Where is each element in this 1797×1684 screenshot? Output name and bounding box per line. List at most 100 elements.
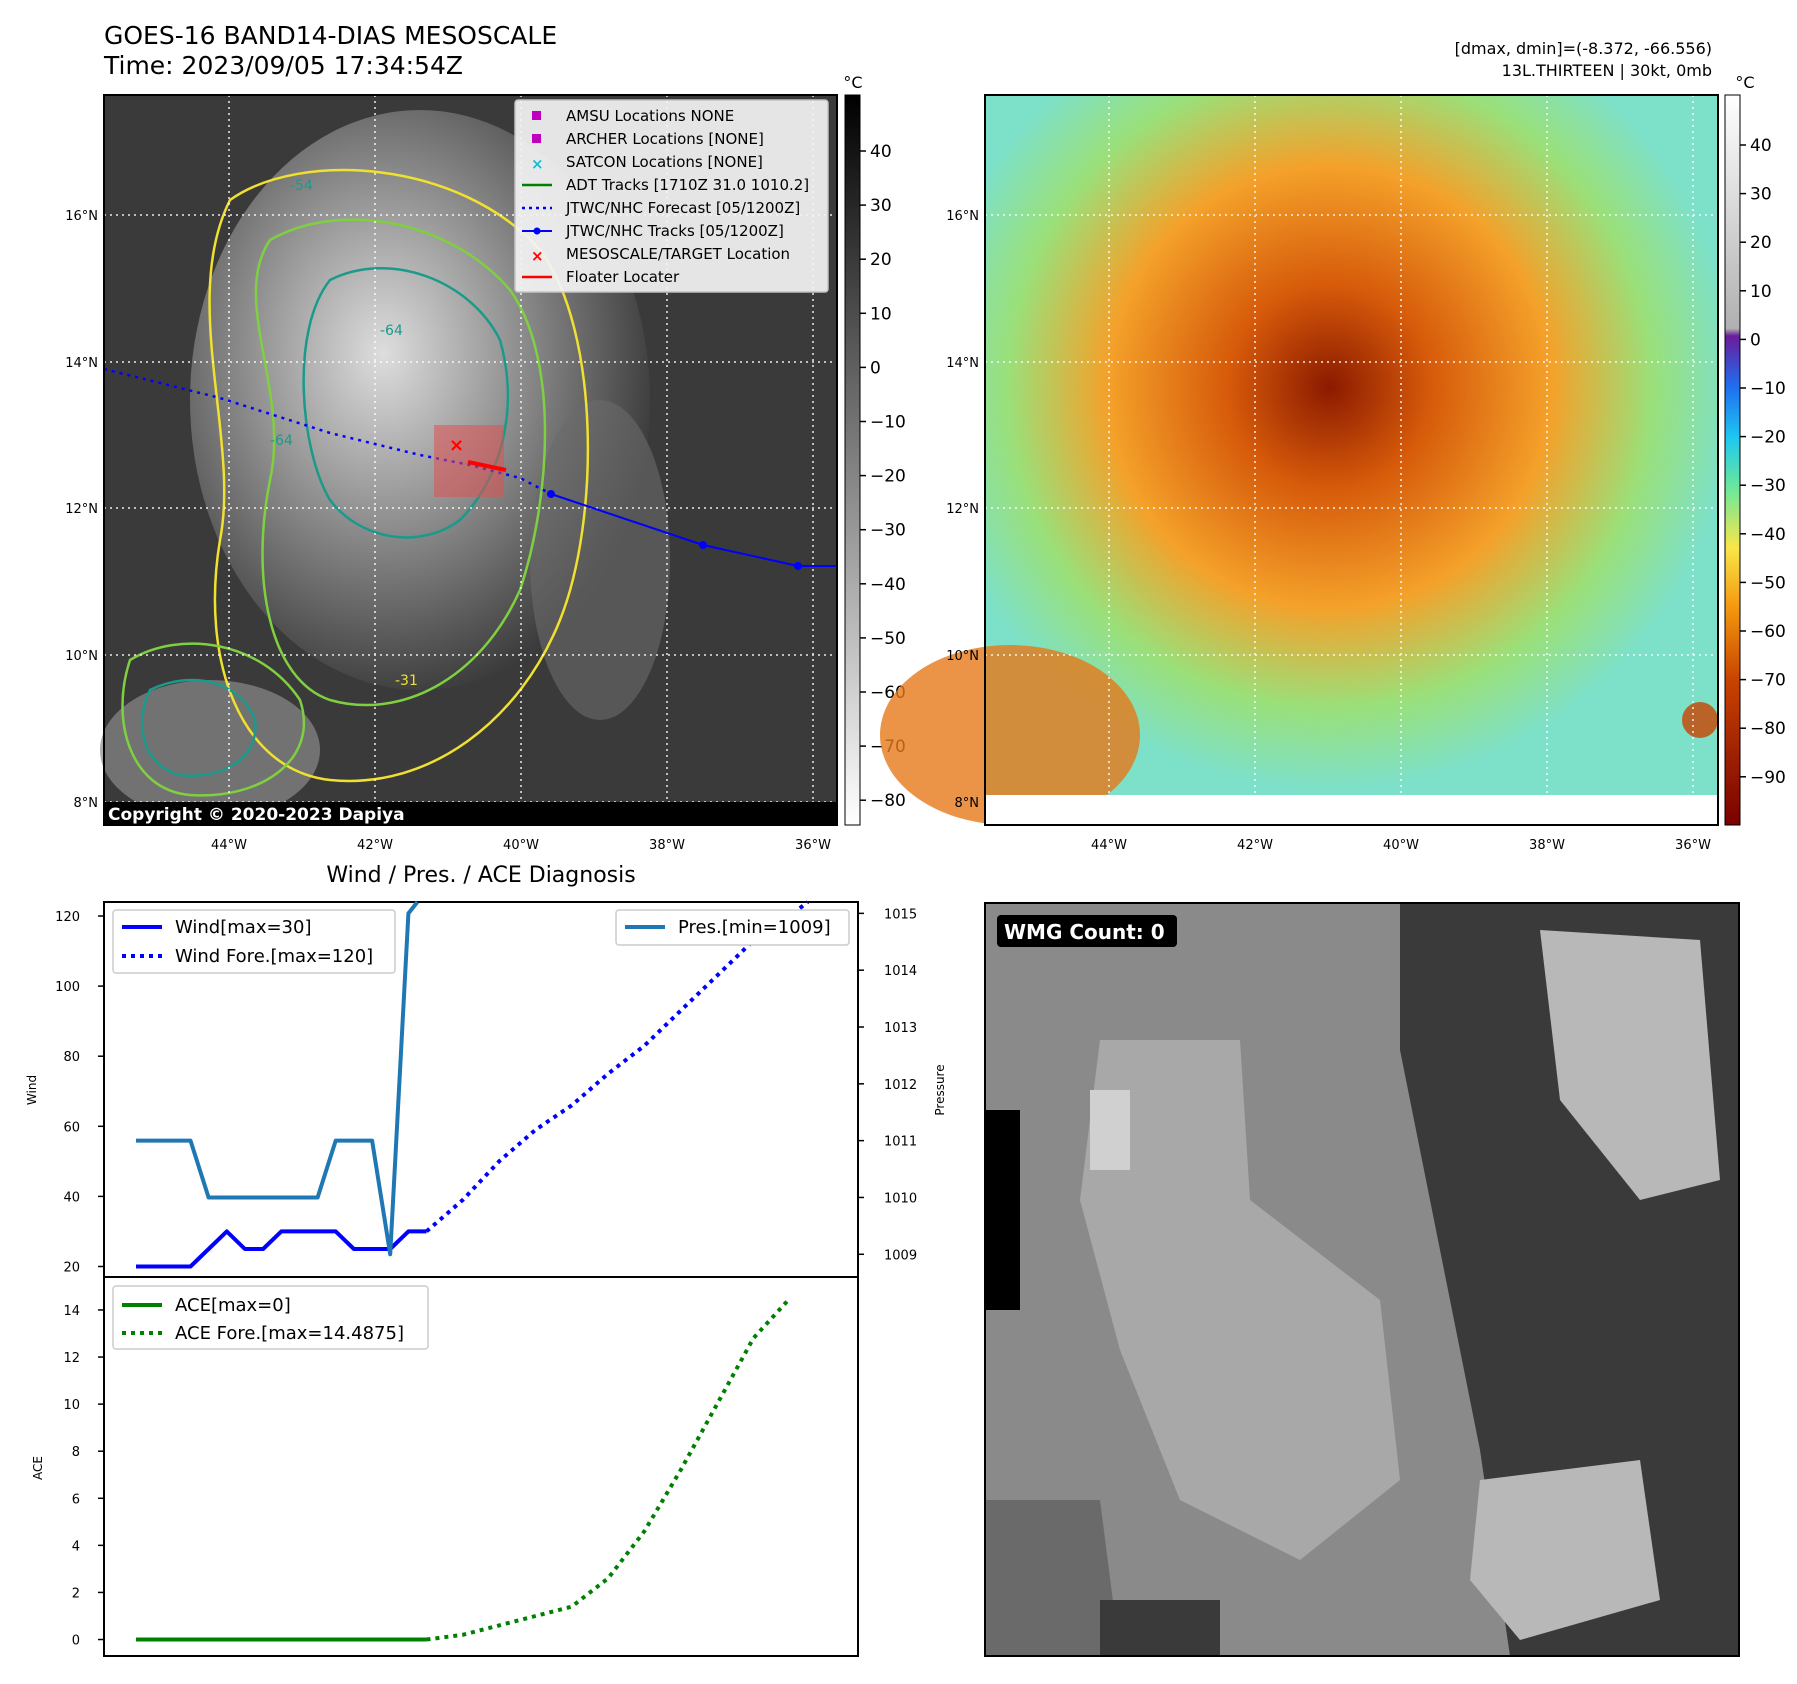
target-marker: × — [449, 435, 464, 456]
lat-label: 8°N — [74, 796, 99, 811]
legend-tracks: JTWC/NHC Tracks [05/1200Z] — [565, 222, 784, 240]
gray-colorbar-tick-label: −50 — [870, 629, 906, 649]
gray-colorbar-tick-label: 10 — [870, 304, 892, 324]
lat-label: 14°N — [946, 356, 979, 371]
contour-label-4: -31 — [395, 673, 418, 689]
legend-adt: ADT Tracks [1710Z 31.0 1010.2] — [566, 176, 809, 194]
lon-label: 36°W — [795, 838, 831, 853]
lon-label: 44°W — [1091, 838, 1127, 853]
gray-map-lon-labels: 44°W 42°W 40°W 38°W 36°W — [211, 838, 831, 853]
lon-label: 44°W — [211, 838, 247, 853]
legend-wind: Wind[max=30] — [175, 917, 312, 938]
best-track — [550, 493, 837, 567]
wind-legend: Wind[max=30] Wind Fore.[max=120] — [112, 909, 396, 974]
wind-line — [136, 1229, 427, 1269]
legend-forecast: JTWC/NHC Forecast [05/1200Z] — [565, 199, 800, 217]
track-point — [699, 541, 707, 549]
color-colorbar-tick-label: −50 — [1750, 573, 1786, 593]
wind-tick-label: 80 — [63, 1050, 80, 1065]
pressure-legend: Pres.[min=1009] — [615, 909, 850, 946]
ace-tick-label: 4 — [72, 1539, 80, 1554]
color-colorbar-tick-label: 0 — [1750, 330, 1761, 350]
ir-color-map — [880, 94, 1719, 826]
lat-label: 16°N — [65, 209, 98, 224]
color-colorbar-tick-label: −80 — [1750, 719, 1786, 739]
ace-tick-label: 10 — [63, 1398, 80, 1413]
lat-label: 10°N — [65, 649, 98, 664]
diagnosis-title: Wind / Pres. / ACE Diagnosis — [326, 863, 635, 888]
legend-archer: ARCHER Locations [NONE] — [566, 130, 764, 148]
color-map-lon-labels: 44°W 42°W 40°W 38°W 36°W — [1091, 838, 1711, 853]
gray-map-lat-labels: 16°N 14°N 12°N 10°N 8°N — [65, 209, 98, 811]
lat-label: 16°N — [946, 209, 979, 224]
contour-label-3: -64 — [270, 433, 293, 449]
legend-satcon: SATCON Locations [NONE] — [566, 153, 763, 171]
gray-colorbar-unit: °C — [843, 73, 862, 92]
pressure-axis-label: Pressure — [933, 1064, 947, 1115]
ace-tick-label: 6 — [72, 1492, 80, 1507]
contour-label-1: -54 — [290, 178, 313, 194]
pressure-tick-label: 1009 — [884, 1248, 917, 1263]
lon-label: 42°W — [357, 838, 393, 853]
legend-pressure: Pres.[min=1009] — [678, 917, 831, 938]
ace-forecast-line — [426, 1297, 792, 1642]
ace-axis-label: ACE — [31, 1456, 45, 1480]
lat-label: 10°N — [946, 649, 979, 664]
ace-tick-label: 12 — [63, 1351, 80, 1366]
pressure-line — [136, 900, 419, 1257]
ace-tick-label: 8 — [72, 1445, 80, 1460]
color-colorbar: °C 40 30 20 10 0 −10 −20 −30 −40 −50 −60 −70 −80 −90 — [1724, 73, 1786, 826]
color-colorbar-tick-label: 10 — [1750, 282, 1772, 302]
color-colorbar-tick-label: −60 — [1750, 622, 1786, 642]
legend-ace-fore: ACE Fore.[max=14.4875] — [175, 1323, 404, 1344]
lon-label: 40°W — [1383, 838, 1419, 853]
legend-target: MESOSCALE/TARGET Location — [566, 245, 790, 263]
gray-colorbar-tick-label: −20 — [870, 467, 906, 487]
legend-wind-fore: Wind Fore.[max=120] — [175, 946, 373, 967]
gray-colorbar-tick-label: 0 — [870, 358, 881, 378]
gray-colorbar-tick-label: −30 — [870, 521, 906, 541]
color-colorbar-tick-label: 40 — [1750, 136, 1772, 156]
gray-colorbar-tick-label: −10 — [870, 413, 906, 433]
gray-colorbar-tick-label: −40 — [870, 575, 906, 595]
legend-satcon-symbol: × — [531, 155, 544, 173]
color-colorbar-tick-label: −70 — [1750, 671, 1786, 691]
stats-label: [dmax, dmin]=(-8.372, -66.556) — [1455, 39, 1712, 58]
ace-legend: ACE[max=0] ACE Fore.[max=14.4875] — [112, 1285, 429, 1350]
legend-target-symbol: × — [531, 247, 544, 265]
gray-colorbar-tick-label: 40 — [870, 142, 892, 162]
pressure-tick-label: 1010 — [884, 1191, 917, 1206]
ace-tick-label: 2 — [72, 1586, 80, 1601]
wind-tick-label: 100 — [55, 980, 80, 995]
lon-label: 40°W — [503, 838, 539, 853]
pressure-tick-label: 1013 — [884, 1021, 917, 1036]
legend-floater: Floater Locater — [566, 268, 680, 286]
wmg-map: WMG Count: 0 — [984, 902, 1740, 1657]
storm-label: 13L.THIRTEEN | 30kt, 0mb — [1502, 61, 1712, 80]
color-colorbar-tick-label: −20 — [1750, 428, 1786, 448]
color-colorbar-tick-label: 30 — [1750, 185, 1772, 205]
lon-label: 42°W — [1237, 838, 1273, 853]
wmg-count-label: WMG Count: 0 — [1004, 920, 1165, 944]
color-colorbar-tick-label: −30 — [1750, 476, 1786, 496]
figure-title: GOES-16 BAND14-DIAS MESOSCALE — [104, 21, 557, 50]
ace-tick-label: 0 — [72, 1634, 80, 1649]
lat-label: 12°N — [946, 502, 979, 517]
pressure-tick-label: 1011 — [884, 1135, 917, 1150]
lon-label: 36°W — [1675, 838, 1711, 853]
wind-tick-label: 60 — [63, 1120, 80, 1135]
map-legend: AMSU Locations NONE ARCHER Locations [NO… — [514, 99, 829, 293]
pressure-tick-label: 1012 — [884, 1078, 917, 1093]
lat-label: 8°N — [955, 796, 980, 811]
color-colorbar-tick-label: 20 — [1750, 233, 1772, 253]
wind-axis-label: Wind — [25, 1075, 39, 1105]
wind-tick-label: 40 — [63, 1190, 80, 1205]
wind-pressure-chart: Wind Pressure 20 40 60 80 100 120 1009 1010 101… — [25, 900, 947, 1278]
contour-label-2: -64 — [380, 323, 403, 339]
gray-colorbar-tick-label: 20 — [870, 250, 892, 270]
ace-tick-label: 14 — [63, 1304, 80, 1319]
ace-chart: ACE 0 2 4 6 8 10 12 14 ACE[max=0] ACE Fore.[max… — [31, 1276, 859, 1657]
figure-time: Time: 2023/09/05 17:34:54Z — [103, 51, 463, 80]
